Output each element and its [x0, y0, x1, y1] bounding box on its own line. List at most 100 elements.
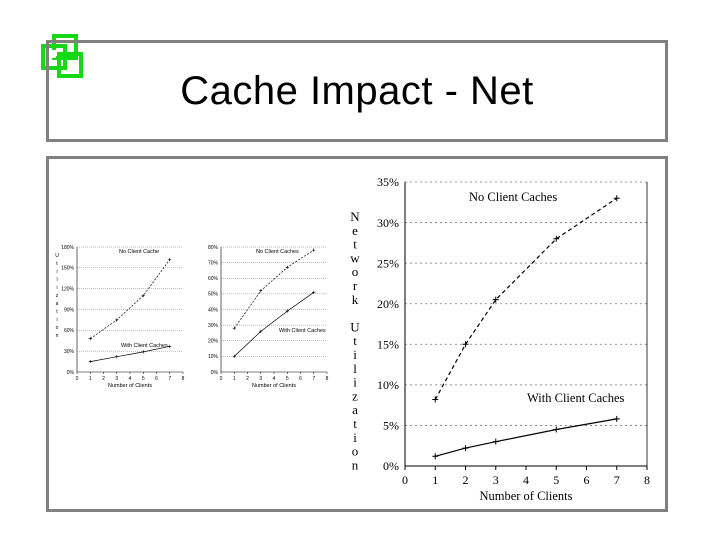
data-point	[553, 426, 560, 433]
data-point	[553, 235, 560, 242]
y-tick-label: 30%	[377, 216, 399, 230]
y-tick-label: 10%	[377, 378, 399, 392]
x-tick-label: 5	[286, 376, 289, 382]
y-tick-label: 0%	[67, 370, 75, 376]
y-tick-label: 150%	[61, 266, 74, 272]
y-axis-label-letter: a	[352, 402, 358, 417]
y-tick-label: 20%	[377, 297, 399, 311]
data-point	[232, 326, 236, 330]
y-axis-label-letter: e	[352, 223, 358, 238]
x-tick-label: 6	[155, 376, 158, 382]
x-axis-label: Number of Clients	[479, 489, 572, 503]
data-point	[613, 415, 620, 422]
data-point	[88, 359, 92, 364]
series-line	[435, 418, 617, 457]
data-point	[232, 354, 236, 358]
data-point	[141, 350, 145, 354]
y-tick-label: 180%	[61, 245, 74, 251]
data-point	[285, 265, 289, 269]
y-tick-label: 25%	[377, 256, 399, 270]
x-tick-label: 6	[299, 376, 302, 382]
y-axis-label-letter: w	[350, 250, 360, 265]
data-point	[312, 248, 316, 252]
y-tick-label: 70%	[208, 260, 219, 266]
x-tick-label: 4	[273, 376, 276, 382]
x-tick-label: 3	[115, 376, 118, 382]
x-tick-label: 7	[614, 473, 620, 487]
y-axis-label-letter: l	[56, 277, 57, 283]
series-label: With Client Caches	[527, 391, 625, 405]
data-point	[432, 396, 439, 403]
y-axis-label-letter: i	[56, 317, 57, 323]
data-point	[492, 438, 499, 445]
y-axis-label-letter: U	[55, 253, 59, 259]
series-label: With Client Caches	[279, 328, 326, 334]
x-tick-label: 2	[463, 473, 469, 487]
x-tick-label: 7	[168, 376, 171, 382]
y-axis-label-letter: i	[353, 375, 357, 390]
y-axis-label-letter: i	[353, 347, 357, 362]
y-tick-label: 35%	[377, 175, 399, 189]
x-axis-label: Number of Clients	[252, 383, 296, 389]
data-point	[462, 341, 469, 348]
y-axis-label-letter: k	[352, 292, 359, 307]
y-tick-label: 90%	[64, 307, 75, 313]
series-label: With Client Caches	[121, 343, 168, 349]
y-tick-label: 15%	[377, 337, 399, 351]
x-tick-label: 1	[89, 376, 92, 382]
y-axis-label-letter: i	[353, 430, 357, 445]
y-tick-label: 120%	[61, 286, 74, 292]
chart-panel: 0% 30% 60% 90% 120% 150% 180% 0 1 2 3 4 5 6 7 8 Number o…	[46, 156, 668, 512]
title-box: Cache Impact - Net	[46, 40, 668, 142]
x-tick-label: 2	[102, 376, 105, 382]
y-axis-label-letter: t	[56, 261, 58, 267]
x-tick-label: 0	[220, 376, 223, 382]
x-tick-label: 3	[259, 376, 262, 382]
y-tick-label: 0%	[383, 459, 399, 473]
data-point	[168, 344, 172, 348]
y-tick-label: 0%	[211, 370, 219, 376]
stacked-squares-icon	[41, 34, 83, 78]
data-point	[312, 290, 316, 294]
x-tick-label: 8	[644, 473, 650, 487]
x-tick-label: 8	[182, 376, 185, 382]
x-tick-label: 5	[553, 473, 559, 487]
x-tick-label: 0	[402, 473, 408, 487]
y-axis-label-letter: t	[353, 237, 357, 252]
y-tick-label: 30%	[208, 323, 219, 329]
data-point	[115, 355, 119, 359]
y-axis-label-letter: z	[56, 293, 59, 299]
x-tick-label: 3	[493, 473, 499, 487]
x-tick-label: 4	[523, 473, 529, 487]
data-point	[462, 445, 469, 452]
y-axis-label-letter: t	[353, 333, 357, 348]
x-tick-label: 7	[312, 376, 315, 382]
series-label: No Client Caches	[469, 190, 557, 204]
y-tick-label: 80%	[208, 245, 219, 251]
x-tick-label: 6	[584, 473, 590, 487]
y-tick-label: 20%	[208, 339, 219, 345]
data-point	[168, 257, 172, 262]
y-tick-label: 60%	[208, 276, 219, 282]
data-point	[115, 318, 119, 322]
series-line	[234, 292, 315, 357]
data-point	[259, 329, 263, 333]
y-tick-label: 40%	[208, 307, 219, 313]
y-axis-label-letter: t	[353, 416, 357, 431]
y-tick-label: 50%	[208, 292, 219, 298]
x-tick-label: 1	[233, 376, 236, 382]
y-axis-label-letter: n	[352, 457, 359, 472]
series-label: No Client Caches	[256, 249, 299, 255]
y-axis-label-letter: U	[350, 319, 360, 334]
data-point	[613, 195, 620, 202]
y-axis-label-letter: t	[56, 309, 58, 315]
x-axis-label: Number of Clients	[108, 383, 152, 389]
series-label: No Client Cache	[119, 249, 159, 255]
y-tick-label: 5%	[383, 419, 399, 433]
y-axis-label-letter: z	[352, 388, 358, 403]
y-axis-label-letter: i	[56, 285, 57, 291]
y-tick-label: 30%	[64, 349, 75, 355]
slide-title: Cache Impact - Net	[180, 68, 534, 113]
y-axis-label-letter: n	[56, 333, 59, 339]
